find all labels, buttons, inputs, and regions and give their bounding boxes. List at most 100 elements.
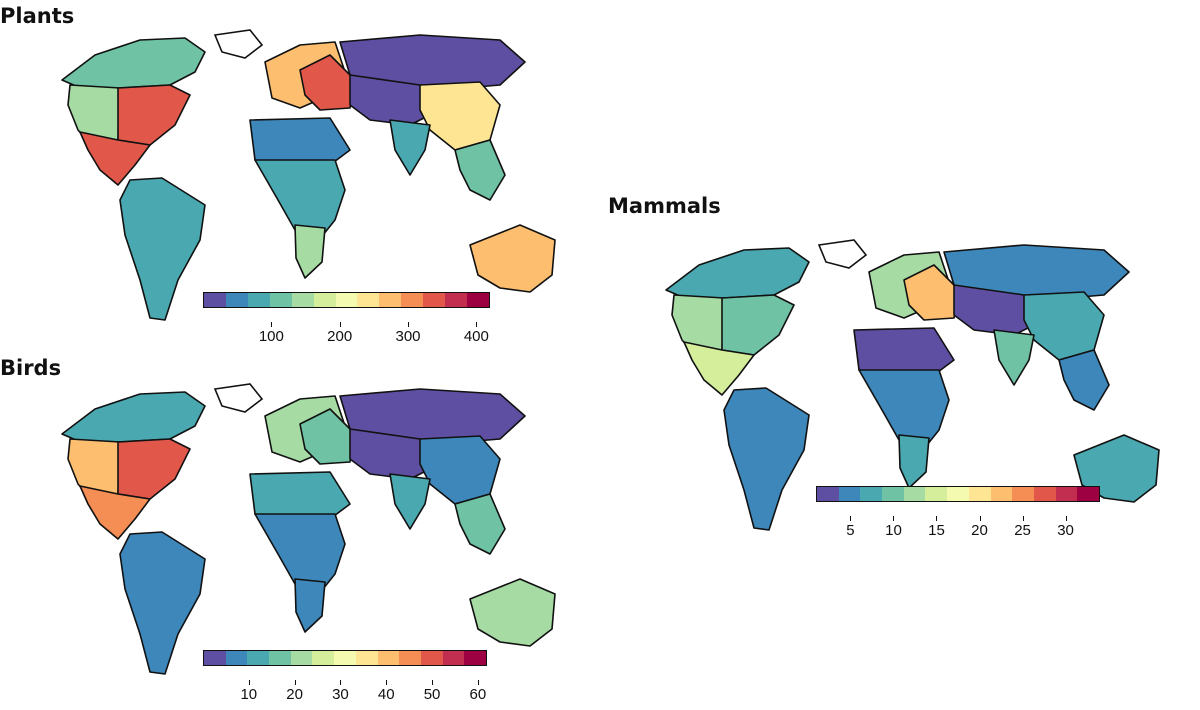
colorbar-swatch — [947, 487, 969, 501]
colorbar-swatch — [1077, 487, 1099, 501]
colorbar-tick-mark — [893, 516, 895, 521]
map-region-east-europe — [903, 264, 960, 321]
map-region-india — [993, 329, 1035, 386]
colorbar-swatch — [290, 651, 313, 665]
map-region-south-africa — [294, 578, 326, 633]
colorbar-swatch — [903, 487, 926, 501]
panel-title: Mammals — [608, 194, 721, 218]
tick-label: 10 — [240, 686, 258, 703]
map-region-south-america — [723, 387, 810, 531]
map-region-mexico — [683, 341, 755, 396]
colorbar-swatch — [204, 651, 226, 665]
map-region-canada — [61, 391, 206, 447]
tick-label: 20 — [286, 686, 303, 703]
colorbar-swatch — [399, 651, 421, 665]
tick-label: 10 — [885, 522, 902, 539]
map-region-east-europe — [299, 408, 356, 465]
colorbar-swatch — [313, 293, 336, 307]
colorbar-swatch — [990, 487, 1013, 501]
map-region-canada — [61, 37, 206, 93]
colorbar-tick-mark — [850, 516, 852, 521]
map-region-south-america — [119, 531, 206, 675]
colorbar-swatch — [420, 651, 443, 665]
colorbar-swatch — [225, 293, 248, 307]
colorbar-tick-mark — [271, 322, 273, 327]
map-region-australia — [469, 224, 556, 293]
map-region-namerica-east — [117, 84, 191, 146]
map-region-greenland — [213, 383, 264, 413]
map-region-south-africa — [294, 224, 326, 279]
colorbar-swatch — [379, 293, 402, 307]
colorbar-swatch — [225, 651, 248, 665]
colorbar-swatch — [269, 293, 292, 307]
colorbar-tick-mark — [476, 322, 478, 327]
tick-label: 40 — [377, 686, 395, 703]
colorbar-tick-mark — [408, 322, 409, 327]
colorbar-tick-mark — [477, 680, 479, 685]
map-region-namerica-east — [117, 438, 191, 500]
colorbar-swatch — [334, 651, 356, 665]
map-region-south-africa — [898, 434, 930, 489]
map-region-mexico — [79, 485, 151, 540]
map-region-namerica-east — [721, 294, 795, 356]
tick-label: 300 — [395, 328, 421, 345]
colorbar-swatch — [925, 487, 948, 501]
panel-plants: Plants 100 200 300 400 — [0, 0, 600, 354]
colorbar-swatch — [467, 293, 489, 307]
map-region-australia — [469, 578, 556, 647]
map-region-east-europe — [299, 54, 356, 111]
colorbar-swatch — [204, 293, 226, 307]
map-region-greenland — [817, 239, 868, 269]
tick-label: 50 — [423, 686, 441, 703]
colorbar — [203, 650, 487, 666]
colorbar — [816, 486, 1100, 502]
tick-label: 400 — [463, 328, 489, 345]
panel-title: Birds — [0, 356, 62, 380]
panel-birds: Birds 10 20 30 40 50 60 — [0, 354, 600, 708]
map-region-canada — [665, 247, 810, 303]
tick-label: 100 — [258, 328, 284, 345]
colorbar-swatch — [464, 651, 486, 665]
colorbar-tick-mark — [432, 680, 434, 685]
colorbar-swatch — [442, 651, 465, 665]
colorbar-swatch — [355, 651, 378, 665]
colorbar-swatch — [1055, 487, 1078, 501]
colorbar-swatch — [312, 651, 335, 665]
colorbar-swatch — [445, 293, 468, 307]
map-region-se-asia — [454, 139, 506, 201]
colorbar-swatch — [1012, 487, 1034, 501]
map-region-india — [389, 473, 431, 530]
panel-title: Plants — [0, 4, 75, 28]
map-region-mexico — [79, 131, 151, 186]
colorbar-tick-mark — [294, 680, 296, 685]
world-map — [665, 239, 1160, 531]
colorbar-swatch — [860, 487, 883, 501]
colorbar-ticks: 10 20 30 40 50 60 — [203, 680, 487, 710]
colorbar-tick-mark — [1022, 516, 1024, 521]
colorbar-swatch — [423, 293, 446, 307]
colorbar-swatch — [968, 487, 991, 501]
map-region-greenland — [213, 29, 264, 59]
colorbar-tick-mark — [936, 516, 938, 521]
colorbar-tick-mark — [979, 516, 981, 521]
colorbar-swatch — [269, 651, 291, 665]
world-map — [61, 383, 556, 675]
colorbar-tick-mark — [339, 322, 341, 327]
tick-label: 200 — [327, 328, 353, 345]
map-region-se-asia — [1058, 349, 1110, 411]
tick-label: 20 — [971, 522, 988, 539]
tick-label: 15 — [928, 522, 945, 539]
panel-mammals: Mammals 5 10 15 20 25 30 — [604, 190, 1200, 544]
colorbar-swatch — [357, 293, 380, 307]
map-region-india — [389, 119, 431, 176]
colorbar-swatch — [247, 293, 270, 307]
colorbar-swatch — [247, 651, 270, 665]
colorbar-tick-mark — [248, 680, 250, 685]
colorbar-ticks: 100 200 300 400 — [203, 322, 490, 352]
map-region-south-america — [119, 177, 206, 321]
tick-label: 5 — [846, 522, 855, 539]
tick-label: 60 — [469, 686, 487, 703]
colorbar-tick-mark — [1065, 516, 1067, 521]
colorbar-swatch — [401, 293, 424, 307]
colorbar-swatch — [838, 487, 861, 501]
